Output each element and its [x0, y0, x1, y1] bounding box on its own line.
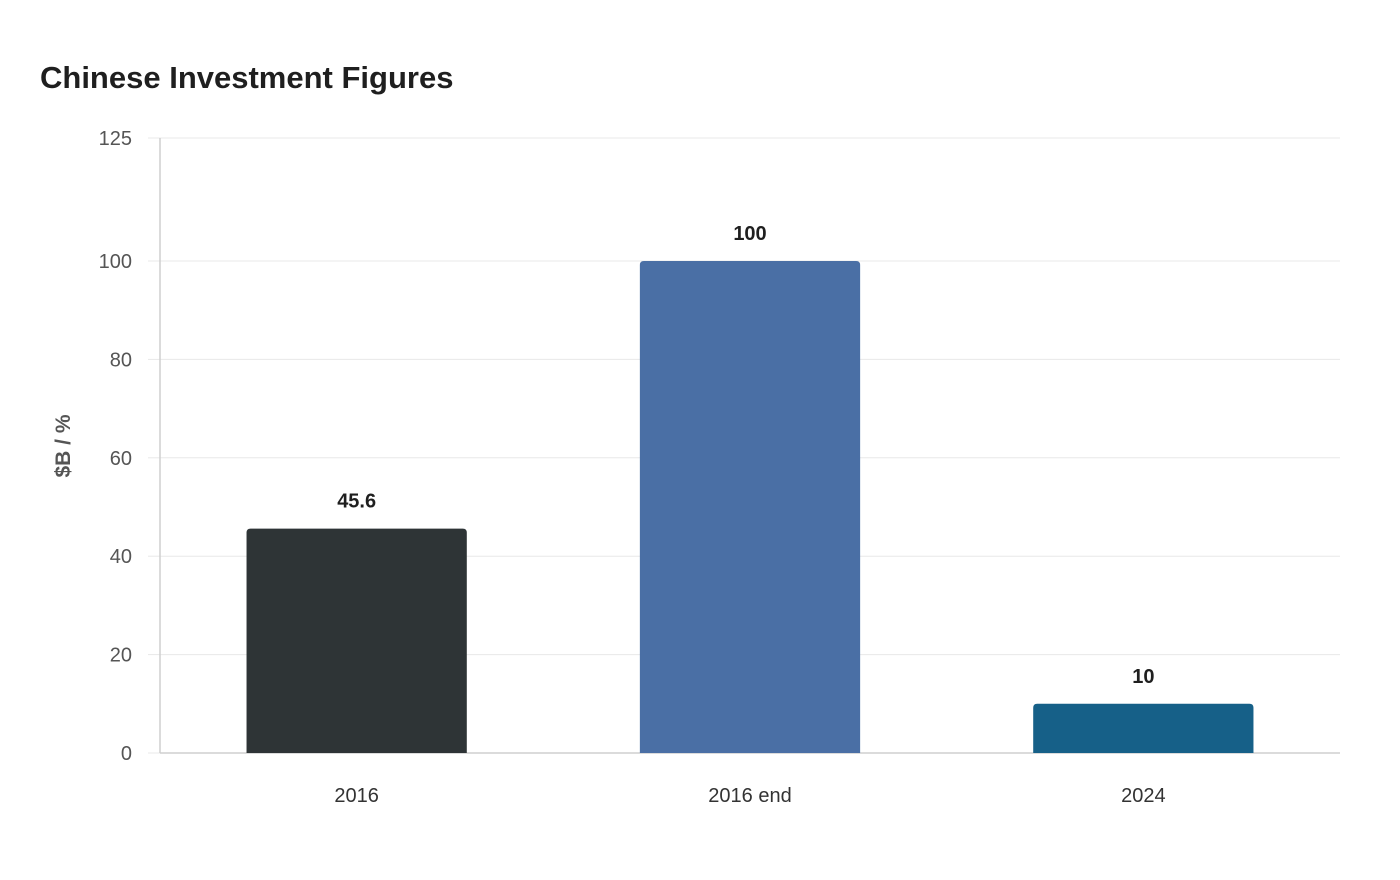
- y-tick-label-4: 80: [110, 349, 132, 371]
- y-tick-label-2: 40: [110, 546, 132, 568]
- y-tick-label-0: 0: [121, 743, 132, 765]
- bar-0: [246, 528, 467, 753]
- y-tick-label-1: 20: [110, 645, 132, 667]
- y-tick-label-5: 100: [99, 251, 132, 273]
- bar-2: [1033, 703, 1254, 753]
- x-tick-label-2: 2024: [1121, 785, 1166, 807]
- y-tick-label-3: 60: [110, 448, 132, 470]
- y-axis-title: $B / %: [52, 414, 75, 477]
- data-label-0: 45.6: [337, 491, 376, 513]
- data-label-2: 10: [1132, 666, 1154, 688]
- labels: 0 20 40 60 80 100 125 45.6 2016 100 2016 end 10 2024: [99, 128, 1166, 807]
- y-tick-label-6: 125: [99, 128, 132, 150]
- x-tick-label-0: 2016: [334, 785, 379, 807]
- bars: [246, 261, 1254, 753]
- chart-title: Chinese Investment Figures: [40, 60, 454, 95]
- data-label-1: 100: [733, 223, 766, 245]
- bar-1: [639, 261, 861, 753]
- x-tick-label-1: 2016 end: [708, 785, 791, 807]
